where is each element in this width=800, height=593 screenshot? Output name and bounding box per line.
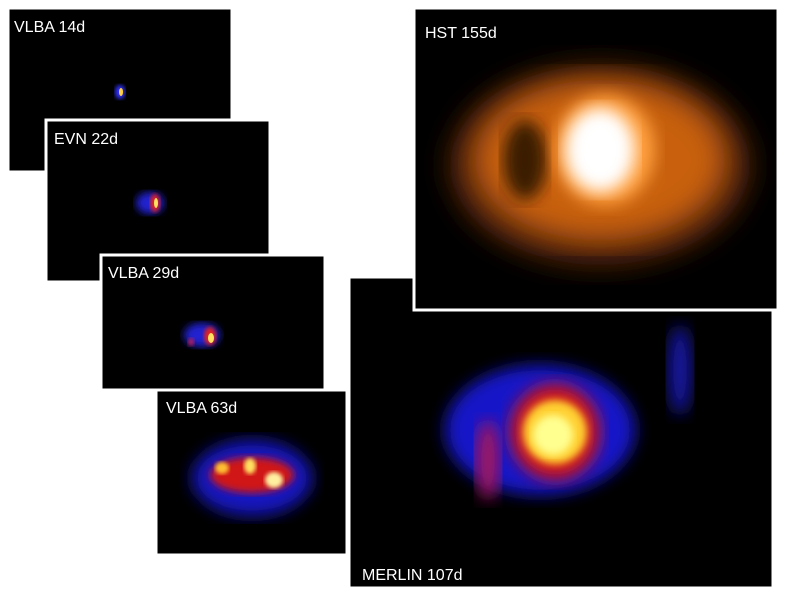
source-blob — [668, 325, 692, 415]
source-core — [208, 333, 214, 343]
panel-vlba-29d: VLBA 29d — [99, 253, 327, 392]
panel-vlba-63d: VLBA 63d — [154, 388, 349, 557]
source-core — [215, 462, 229, 474]
source-core — [565, 108, 635, 192]
source-hole — [503, 120, 547, 200]
panel-merlin-107d: MERLIN 107d — [347, 275, 775, 590]
source-blob — [188, 338, 194, 346]
panel-hst-155d: HST 155d — [412, 6, 780, 312]
panel-label: VLBA 29d — [108, 265, 179, 282]
panel-label: EVN 22d — [54, 131, 118, 148]
panel-label: HST 155d — [425, 25, 497, 42]
source-core — [244, 458, 256, 474]
source-blob — [476, 420, 500, 500]
source-core — [119, 88, 123, 96]
source-core — [533, 415, 573, 455]
panel-label: VLBA 14d — [14, 19, 85, 36]
panel-label: MERLIN 107d — [362, 567, 463, 584]
source-core — [154, 198, 158, 208]
panel-label: VLBA 63d — [166, 400, 237, 417]
source-core — [265, 472, 283, 488]
